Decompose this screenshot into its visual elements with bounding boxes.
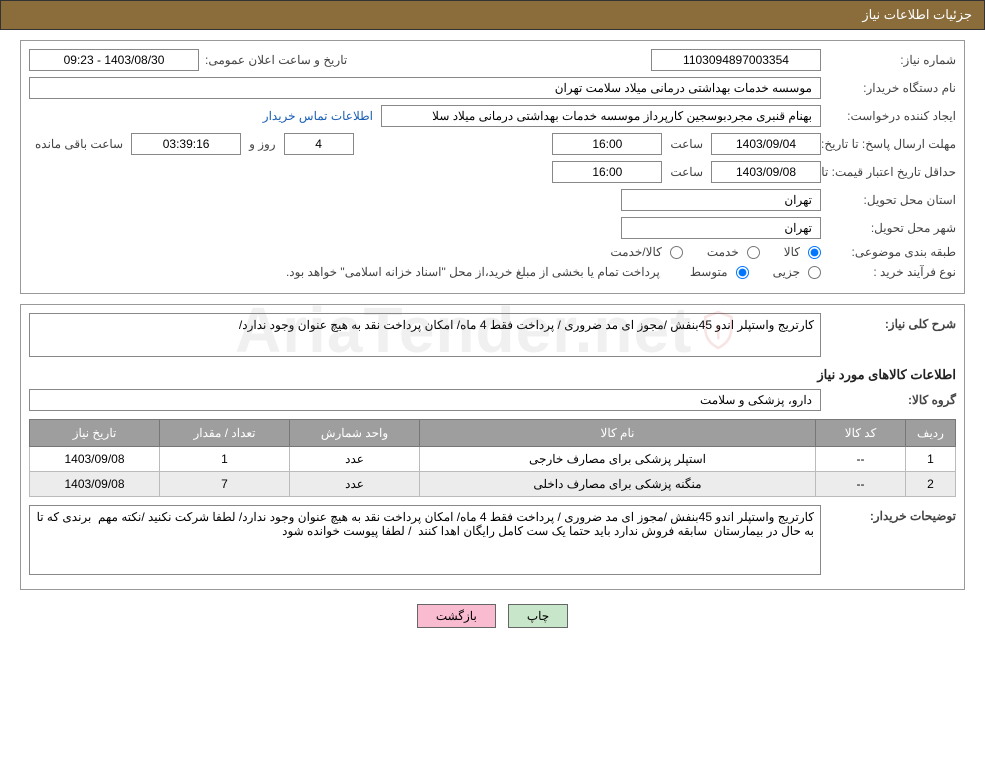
- radio-medium[interactable]: [736, 266, 749, 279]
- table-cell-unit: عدد: [290, 447, 420, 472]
- radio-goods-label: کالا: [784, 245, 800, 259]
- label-buyer-org: نام دستگاه خریدار:: [821, 81, 956, 95]
- days-remaining-field: [284, 133, 354, 155]
- radio-partial-label: جزیی: [773, 265, 800, 279]
- table-cell-qty: 7: [160, 472, 290, 497]
- reply-time-field: [552, 133, 662, 155]
- label-request-creator: ایجاد کننده درخواست:: [821, 109, 956, 123]
- table-cell-need_date: 1403/09/08: [30, 447, 160, 472]
- price-valid-time-field: [552, 161, 662, 183]
- label-purchase-process: نوع فرآیند خرید :: [821, 265, 956, 279]
- countdown-field: [131, 133, 241, 155]
- items-table: ردیف کد کالا نام کالا واحد شمارش تعداد /…: [29, 419, 956, 497]
- main-info-panel: شماره نیاز: تاریخ و ساعت اعلان عمومی: نا…: [20, 40, 965, 294]
- announce-datetime-field: [29, 49, 199, 71]
- table-cell-name: استپلر پزشکی برای مصارف خارجی: [420, 447, 816, 472]
- table-cell-need_date: 1403/09/08: [30, 472, 160, 497]
- goods-group-field: [29, 389, 821, 411]
- radio-goods[interactable]: [808, 246, 821, 259]
- label-time-1: ساعت: [662, 137, 711, 151]
- radio-goods-service-label: کالا/خدمت: [610, 245, 661, 259]
- table-cell-idx: 1: [906, 447, 956, 472]
- back-button[interactable]: بازگشت: [417, 604, 496, 628]
- table-row: 1--استپلر پزشکی برای مصارف خارجیعدد11403…: [30, 447, 956, 472]
- buyer-org-field: [29, 77, 821, 99]
- radio-partial[interactable]: [808, 266, 821, 279]
- table-cell-unit: عدد: [290, 472, 420, 497]
- print-button[interactable]: چاپ: [508, 604, 568, 628]
- delivery-province-field: [621, 189, 821, 211]
- purchase-process-radios: جزیی متوسط: [670, 265, 821, 279]
- delivery-city-field: [621, 217, 821, 239]
- radio-medium-label: متوسط: [690, 265, 728, 279]
- radio-service-label: خدمت: [707, 245, 739, 259]
- label-delivery-city: شهر محل تحویل:: [821, 221, 956, 235]
- details-panel: شرح کلی نیاز: اطلاعات کالاهای مورد نیاز …: [20, 304, 965, 590]
- th-name: نام کالا: [420, 420, 816, 447]
- table-cell-idx: 2: [906, 472, 956, 497]
- price-valid-date-field: [711, 161, 821, 183]
- label-subject-class: طبقه بندی موضوعی:: [821, 245, 956, 259]
- table-cell-code: --: [816, 447, 906, 472]
- buyer-contact-link[interactable]: اطلاعات تماس خریدار: [263, 109, 381, 123]
- label-time-remaining: ساعت باقی مانده: [29, 137, 131, 151]
- action-buttons: چاپ بازگشت: [0, 604, 985, 628]
- buyer-notes-textarea[interactable]: [29, 505, 821, 575]
- label-need-no: شماره نیاز:: [821, 53, 956, 67]
- label-goods-group: گروه کالا:: [821, 393, 956, 407]
- radio-service[interactable]: [747, 246, 760, 259]
- need-summary-textarea[interactable]: [29, 313, 821, 357]
- payment-note: پرداخت تمام یا بخشی از مبلغ خرید،از محل …: [286, 265, 670, 279]
- th-qty: تعداد / مقدار: [160, 420, 290, 447]
- label-delivery-province: استان محل تحویل:: [821, 193, 956, 207]
- label-days-and: روز و: [241, 137, 284, 151]
- label-buyer-notes: توضیحات خریدار:: [821, 505, 956, 523]
- table-cell-name: منگنه پزشکی برای مصارف داخلی: [420, 472, 816, 497]
- label-reply-deadline: مهلت ارسال پاسخ: تا تاریخ:: [821, 137, 956, 151]
- label-need-summary: شرح کلی نیاز:: [821, 313, 956, 331]
- label-announce-datetime: تاریخ و ساعت اعلان عمومی:: [199, 53, 347, 67]
- subject-class-radios: کالا خدمت کالا/خدمت: [590, 245, 821, 259]
- th-code: کد کالا: [816, 420, 906, 447]
- title-bar: جزئیات اطلاعات نیاز: [0, 0, 985, 30]
- radio-goods-service[interactable]: [670, 246, 683, 259]
- need-no-field: [651, 49, 821, 71]
- label-time-2: ساعت: [662, 165, 711, 179]
- th-need-date: تاریخ نیاز: [30, 420, 160, 447]
- items-info-heading: اطلاعات کالاهای مورد نیاز: [29, 367, 956, 383]
- th-idx: ردیف: [906, 420, 956, 447]
- label-price-validity: حداقل تاریخ اعتبار قیمت: تا تاریخ:: [821, 165, 956, 179]
- title-bar-text: جزئیات اطلاعات نیاز: [862, 7, 972, 22]
- request-creator-field: [381, 105, 821, 127]
- th-unit: واحد شمارش: [290, 420, 420, 447]
- table-cell-code: --: [816, 472, 906, 497]
- table-cell-qty: 1: [160, 447, 290, 472]
- reply-until-date-field: [711, 133, 821, 155]
- table-row: 2--منگنه پزشکی برای مصارف داخلیعدد71403/…: [30, 472, 956, 497]
